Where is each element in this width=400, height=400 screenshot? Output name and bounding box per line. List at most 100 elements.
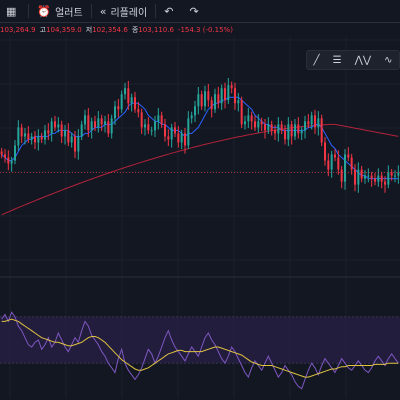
candle-body xyxy=(270,124,273,131)
undo-icon: ↶ xyxy=(164,4,174,18)
trend-line-icon[interactable]: ╱ xyxy=(313,54,320,66)
candle-body xyxy=(167,136,170,140)
candle-body xyxy=(7,157,10,164)
toolbar-divider xyxy=(155,4,157,18)
candle-body xyxy=(257,121,260,128)
ohlc-high-label: 고 xyxy=(39,26,47,34)
top-toolbar: ▦ ⏰ 얼러트 « 리플레이 ↶ ↷ xyxy=(0,0,400,23)
candle-body xyxy=(74,136,76,152)
toolbar-divider xyxy=(90,4,92,18)
candle-body xyxy=(204,91,206,107)
candle-body xyxy=(127,88,130,104)
candle-body xyxy=(264,124,266,131)
grid-icon: ▦ xyxy=(6,4,17,18)
candle-body xyxy=(137,109,140,113)
candle-body xyxy=(290,124,293,137)
rsi-ma-line xyxy=(1,318,399,378)
candle-body xyxy=(17,127,20,146)
candle-body xyxy=(154,121,156,131)
candle-body xyxy=(390,172,393,176)
candle-body xyxy=(190,115,193,119)
candle-body xyxy=(287,124,290,140)
candle-body xyxy=(97,118,100,128)
candle-body xyxy=(157,115,160,122)
candle-body xyxy=(300,130,303,134)
candle-body xyxy=(314,115,316,128)
undo-button[interactable]: ↶ xyxy=(158,0,183,22)
ohlc-close: 103,110.6 xyxy=(138,26,174,34)
candle-body xyxy=(227,85,230,101)
candle-body xyxy=(90,121,93,131)
candle-body xyxy=(37,136,40,143)
candle-body xyxy=(117,106,120,110)
candle-body xyxy=(87,115,90,131)
redo-button[interactable]: ↷ xyxy=(183,0,208,22)
candle-body xyxy=(180,133,183,143)
candle-body xyxy=(27,133,30,140)
candle-body xyxy=(217,94,220,104)
alert-button[interactable]: ⏰ 얼러트 xyxy=(31,0,88,22)
candle-body xyxy=(307,121,310,125)
ohlc-open: 103,264.9 xyxy=(0,26,36,34)
candle-body xyxy=(177,133,180,143)
candle-body xyxy=(110,118,113,134)
candle-body xyxy=(170,127,173,140)
candle-body xyxy=(394,175,396,177)
candle-body xyxy=(230,85,233,89)
candle-body xyxy=(107,121,110,134)
candle-body xyxy=(144,124,146,128)
layout-button[interactable]: ▦ xyxy=(0,0,26,22)
candle-body xyxy=(387,172,390,185)
candle-body xyxy=(244,121,246,125)
candle-body xyxy=(24,133,26,137)
candle-body xyxy=(94,121,96,128)
replay-button[interactable]: « 리플레이 xyxy=(94,0,154,22)
candle-body xyxy=(70,136,73,143)
candle-body xyxy=(280,124,283,131)
candle-body xyxy=(247,115,250,122)
candle-body xyxy=(67,130,70,143)
candle-body xyxy=(134,97,136,110)
candle-body xyxy=(164,124,166,137)
candle-body xyxy=(200,94,203,107)
wave-icon[interactable]: ∿ xyxy=(384,54,393,66)
candle-body xyxy=(370,175,373,179)
candle-body xyxy=(100,118,103,125)
candle-body xyxy=(354,169,356,185)
ohlc-low-label: 저 xyxy=(85,26,93,34)
candle-body xyxy=(57,124,60,128)
pattern-icon[interactable]: ⋀⋁ xyxy=(354,54,372,66)
candle-body xyxy=(317,118,320,128)
candle-body xyxy=(20,127,23,137)
candle-body xyxy=(337,157,340,170)
candle-body xyxy=(364,175,366,179)
candle-body xyxy=(260,121,263,125)
candle-body xyxy=(30,136,33,140)
candle-body xyxy=(64,130,66,137)
candle-body xyxy=(384,181,386,185)
candle-body xyxy=(120,94,123,110)
candle-body xyxy=(330,154,333,170)
replay-label: 리플레이 xyxy=(110,7,148,19)
candle-body xyxy=(207,91,210,101)
candle-body xyxy=(220,88,223,104)
toolbar-divider xyxy=(28,4,30,18)
candle-body xyxy=(274,130,276,134)
candle-body xyxy=(114,106,116,119)
rsi-band xyxy=(0,316,400,364)
candle-body xyxy=(4,154,6,158)
candle-body xyxy=(367,175,370,177)
fib-retracement-icon[interactable]: ☰ xyxy=(332,54,342,66)
candle-body xyxy=(334,154,336,158)
ohlc-close-label: 종 xyxy=(131,26,139,34)
candle-body xyxy=(174,127,176,134)
candle-body xyxy=(54,121,56,128)
candle-body xyxy=(267,124,270,131)
moving-average-long xyxy=(1,123,399,216)
candle-body xyxy=(14,145,16,161)
candle-body xyxy=(187,118,190,146)
candle-body xyxy=(147,124,150,131)
candle-body xyxy=(210,100,213,110)
candle-body xyxy=(304,121,306,131)
